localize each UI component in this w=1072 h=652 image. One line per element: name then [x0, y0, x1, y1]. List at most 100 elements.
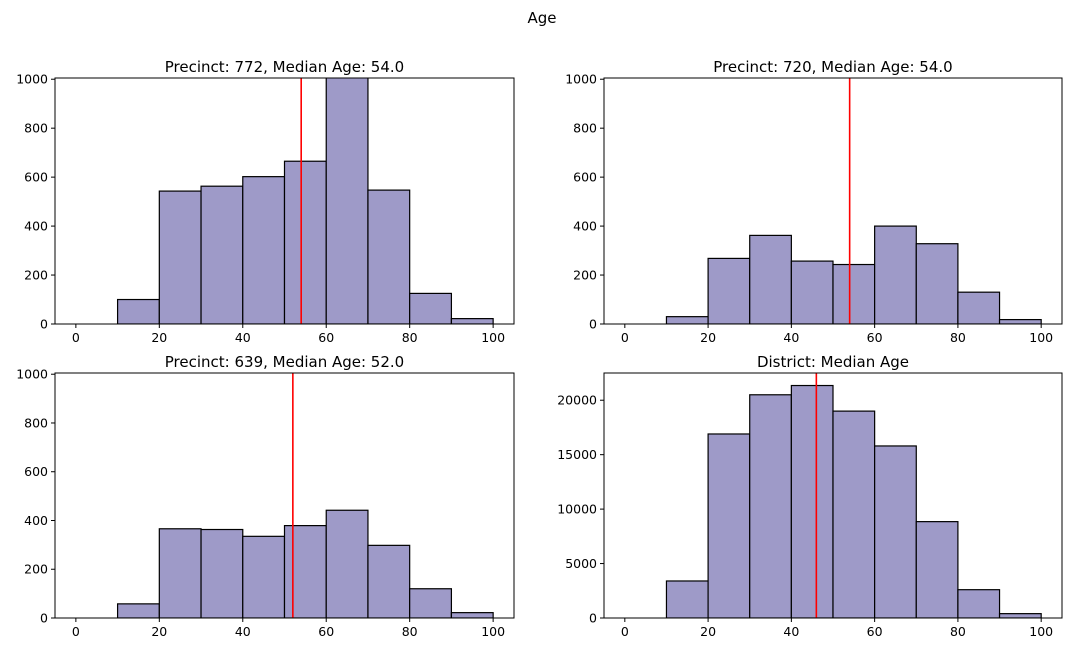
y-tick-label: 600: [573, 170, 597, 185]
plot-area: [665, 373, 1042, 618]
y-tick-label: 10000: [557, 502, 597, 517]
subplot-title: Precinct: 720, Median Age: 54.0: [713, 58, 952, 76]
histogram-bar: [665, 316, 709, 324]
figure-suptitle: Age: [527, 9, 556, 27]
y-tick-label: 0: [589, 317, 597, 332]
subplot-title: District: Median Age: [757, 353, 909, 371]
x-tick-label: 20: [151, 624, 167, 639]
histogram-bar: [665, 580, 709, 618]
y-tick-label: 400: [24, 513, 48, 528]
x-tick-label: 40: [235, 624, 251, 639]
subplot-title: Precinct: 772, Median Age: 54.0: [165, 58, 404, 76]
histogram-bar: [874, 225, 917, 324]
histogram-bar: [409, 588, 453, 618]
x-tick-label: 0: [72, 330, 80, 345]
histogram-bar: [325, 509, 369, 618]
x-tick-label: 60: [867, 624, 883, 639]
x-tick-label: 20: [151, 330, 167, 345]
x-tick-label: 20: [700, 330, 716, 345]
subplot-4: 0 20 40 60 80 100 0 5000 10000 15000 20000 District…: [557, 353, 1063, 639]
x-tick-label: 80: [950, 624, 966, 639]
y-tick-label: 200: [24, 268, 48, 283]
x-tick-label: 0: [72, 624, 80, 639]
histogram-bar: [242, 176, 286, 324]
x-tick-label: 60: [318, 330, 334, 345]
histogram-bar: [832, 410, 876, 618]
histogram-bar: [409, 292, 453, 324]
histogram-bar: [707, 433, 751, 618]
plot-area: [116, 78, 494, 324]
histogram-bar: [200, 185, 244, 324]
y-tick-label: 1000: [16, 367, 48, 382]
x-tick-label: 60: [318, 624, 334, 639]
y-tick-label: 15000: [557, 447, 597, 462]
x-tick-label: 80: [950, 330, 966, 345]
x-tick-label: 60: [867, 330, 883, 345]
y-tick-label: 0: [40, 317, 48, 332]
y-tick-label: 1000: [565, 72, 597, 87]
histogram-bar: [367, 544, 411, 618]
histogram-bar: [283, 525, 327, 618]
histogram-bar: [158, 528, 202, 618]
histogram-bar: [450, 612, 494, 618]
y-tick-label: 200: [573, 268, 597, 283]
y-tick-label: 600: [24, 170, 48, 185]
x-tick-label: 80: [402, 624, 418, 639]
x-tick-label: 100: [481, 624, 505, 639]
y-tick-label: 800: [24, 415, 48, 430]
y-tick-label: 400: [573, 219, 597, 234]
x-tick-label: 0: [621, 330, 629, 345]
histogram-bar: [283, 160, 327, 324]
x-tick-label: 20: [700, 624, 716, 639]
axes-frame: [603, 77, 1063, 325]
y-tick-label: 5000: [565, 556, 597, 571]
histogram-bar: [832, 263, 876, 324]
histogram-bar: [790, 260, 834, 324]
y-tick-label: 800: [24, 121, 48, 136]
y-tick-label: 200: [24, 562, 48, 577]
histogram-bar: [158, 190, 202, 324]
plot-area: [116, 373, 494, 618]
x-tick-label: 100: [1029, 330, 1053, 345]
histogram-bar: [915, 243, 959, 324]
x-tick-label: 40: [235, 330, 251, 345]
plot-area: [665, 78, 1042, 324]
y-tick-label: 20000: [557, 393, 597, 408]
x-tick-label: 40: [783, 330, 799, 345]
subplot-title: Precinct: 639, Median Age: 52.0: [165, 353, 404, 371]
x-tick-label: 100: [1029, 624, 1053, 639]
histogram-bar: [957, 291, 1001, 324]
histogram-bar: [242, 535, 286, 618]
histogram-bar: [749, 234, 792, 324]
axes-frame: [54, 372, 515, 619]
x-tick-label: 40: [783, 624, 799, 639]
histogram-bar: [749, 394, 792, 618]
histogram-bar: [450, 318, 494, 324]
histogram-bar: [957, 589, 1001, 618]
y-tick-label: 600: [24, 464, 48, 479]
y-tick-label: 1000: [16, 72, 48, 87]
y-tick-label: 400: [24, 219, 48, 234]
histogram-bar: [998, 613, 1042, 618]
axes-frame: [603, 372, 1063, 619]
y-tick-label: 0: [40, 611, 48, 626]
histogram-bar: [200, 528, 244, 618]
histogram-bar: [116, 603, 160, 618]
histogram-bar: [707, 257, 751, 324]
histogram-bar: [116, 298, 160, 324]
x-tick-label: 80: [402, 330, 418, 345]
histogram-bar: [790, 384, 834, 618]
histogram-bar: [367, 189, 411, 324]
x-tick-label: 0: [621, 624, 629, 639]
histogram-bar: [874, 445, 917, 618]
axes-frame: [54, 77, 515, 325]
y-tick-label: 0: [589, 611, 597, 626]
histogram-bar: [325, 78, 369, 324]
y-tick-label: 800: [573, 121, 597, 136]
x-tick-label: 100: [481, 330, 505, 345]
